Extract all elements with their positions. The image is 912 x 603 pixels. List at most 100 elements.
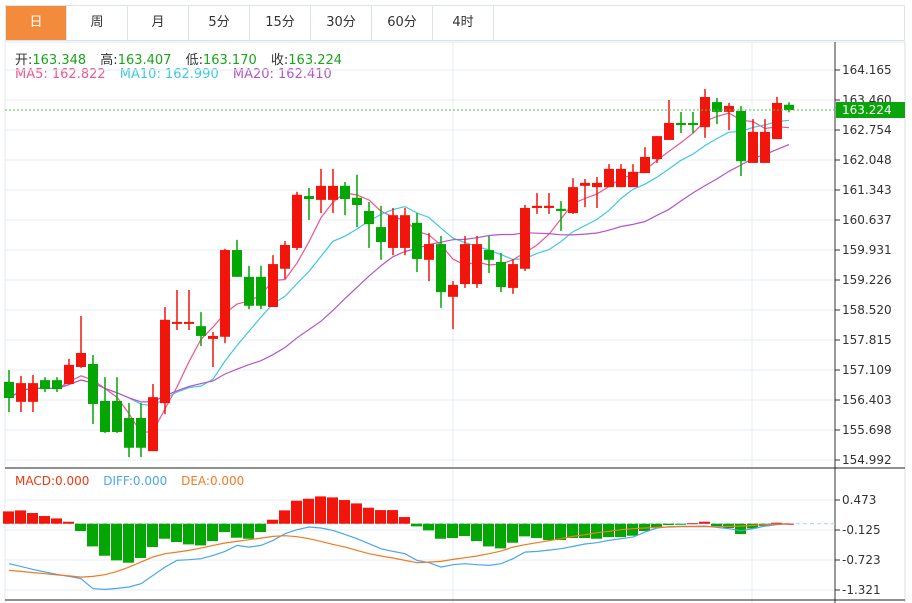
macd-bar: [579, 523, 590, 539]
low-value: 163.170: [202, 53, 257, 68]
candle: [532, 193, 542, 214]
candle: [508, 258, 518, 294]
macd-legend-dea: DEA:0.000: [181, 474, 245, 488]
candle-body: [256, 276, 266, 306]
candle: [652, 136, 662, 163]
macd-bar: [531, 523, 542, 539]
candle-body: [544, 205, 554, 208]
macd-bar: [315, 496, 326, 524]
candle-body: [760, 131, 770, 163]
candle-body: [580, 182, 590, 186]
candle: [364, 202, 374, 248]
candle: [472, 236, 482, 288]
candle-body: [340, 185, 350, 200]
candle-body: [16, 383, 26, 402]
candle: [520, 204, 530, 271]
high-value: 163.407: [117, 53, 172, 68]
tab-1[interactable]: 周: [67, 6, 128, 40]
candle-body: [556, 208, 566, 211]
macd-bar: [543, 523, 554, 541]
candle-body: [88, 363, 98, 404]
macd-bar: [567, 523, 578, 539]
candle-body: [328, 185, 338, 200]
candle-body: [724, 105, 734, 112]
candle: [580, 179, 590, 208]
macd-tick-label: -0.723: [842, 553, 881, 567]
candle: [412, 213, 422, 273]
period-tabs: 日周月 5分 15分 30分 60分 4时: [5, 5, 905, 41]
macd-bar: [63, 521, 74, 524]
tab-7[interactable]: 4时: [433, 6, 494, 40]
candle: [244, 265, 254, 310]
macd-bar: [39, 516, 50, 524]
candle: [760, 119, 770, 163]
macd-bar: [651, 523, 662, 528]
tab-0[interactable]: 日: [6, 6, 67, 40]
macd-bar: [435, 523, 446, 539]
macd-bar: [147, 523, 158, 548]
candle: [232, 239, 242, 277]
candle: [724, 102, 734, 131]
macd-bar: [303, 498, 314, 524]
macd-bar: [51, 518, 62, 524]
macd-bar: [111, 523, 122, 561]
macd-bar: [279, 510, 290, 524]
ma10-line: [8, 119, 790, 407]
ma20-legend: MA20: 162.410: [232, 67, 332, 82]
ma5-line: [8, 112, 790, 434]
candle-body: [460, 244, 470, 285]
macd-bar: [159, 523, 170, 539]
candle: [772, 96, 782, 140]
candle: [748, 119, 758, 163]
macd-bar: [87, 523, 98, 547]
candle-body: [292, 194, 302, 248]
candle: [208, 332, 218, 367]
tab-6[interactable]: 60分: [372, 6, 433, 40]
macd-bar: [459, 523, 470, 537]
macd-tick-label: -0.125: [842, 523, 881, 537]
candle: [220, 248, 230, 344]
tab-3[interactable]: 5分: [189, 6, 250, 40]
candle: [172, 290, 182, 330]
high-label: 高:: [100, 53, 118, 68]
macd-bar: [231, 523, 242, 538]
candle-body: [436, 244, 446, 293]
candle-body: [628, 171, 638, 188]
tab-2[interactable]: 月: [128, 6, 189, 40]
candle-body: [136, 417, 146, 448]
macd-bar: [243, 523, 254, 539]
candle-body: [40, 380, 50, 390]
macd-bar: [687, 523, 698, 525]
candle-body: [700, 96, 710, 128]
candle: [628, 164, 638, 188]
candle: [544, 193, 554, 214]
macd-bar: [363, 507, 374, 524]
candle-body: [652, 136, 662, 160]
macd-bar: [291, 500, 302, 524]
ma5-legend: MA5: 162.822: [15, 67, 106, 82]
macd-bar: [615, 523, 626, 538]
macd-bar: [375, 510, 386, 524]
candle: [376, 205, 386, 260]
candle: [4, 369, 14, 413]
candle: [436, 236, 446, 308]
candle: [124, 403, 134, 458]
ma20-line: [8, 144, 790, 403]
ohlc-readout: 开:163.348 高:163.407 低:163.170 收:163.224: [15, 49, 352, 68]
candle: [76, 315, 86, 368]
macd-bar: [447, 523, 458, 539]
candle-body: [52, 380, 62, 390]
candle: [640, 147, 650, 174]
price-tick-label: 157.109: [842, 363, 892, 377]
macd-bar: [267, 519, 278, 524]
price-tick-label: 160.637: [842, 213, 892, 227]
tab-5[interactable]: 30分: [311, 6, 372, 40]
candle-body: [712, 102, 722, 112]
tab-4[interactable]: 15分: [250, 6, 311, 40]
candle-body: [736, 111, 746, 162]
candle: [112, 377, 122, 433]
macd-bar: [351, 503, 362, 524]
macd-legend: MACD:0.000 DIFF:0.000 DEA:0.000: [15, 474, 254, 488]
price-tick-label: 162.048: [842, 153, 892, 167]
